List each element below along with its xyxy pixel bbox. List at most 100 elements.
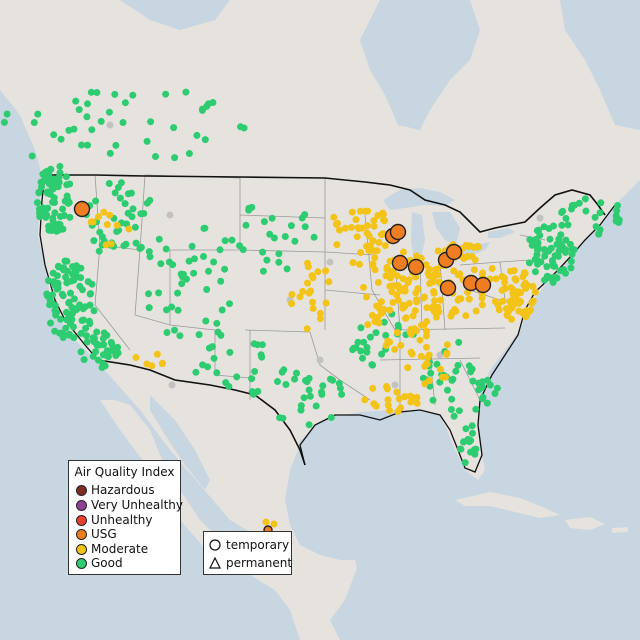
- moderate-marker: [148, 362, 156, 370]
- good-marker: [106, 347, 114, 355]
- good-marker: [201, 224, 209, 232]
- good-marker: [258, 341, 266, 349]
- good-marker: [100, 341, 108, 349]
- good-marker: [43, 290, 51, 298]
- moderate-marker: [531, 288, 539, 296]
- good-marker: [143, 137, 151, 145]
- moderate-marker: [423, 343, 430, 351]
- good-marker: [185, 257, 193, 265]
- good-marker: [213, 319, 221, 327]
- good-marker: [178, 280, 186, 288]
- moderate-marker: [488, 265, 496, 272]
- moderate-marker: [404, 364, 412, 372]
- moderate-marker: [322, 299, 330, 307]
- good-marker: [59, 205, 67, 213]
- good-marker: [531, 256, 539, 263]
- good-marker: [293, 369, 300, 377]
- good-marker: [335, 379, 343, 387]
- good-marker: [491, 390, 499, 397]
- good-marker: [103, 331, 111, 339]
- very-unhealthy-swatch-icon: [76, 499, 87, 511]
- good-marker: [380, 318, 388, 326]
- good-marker: [34, 199, 41, 207]
- good-marker: [44, 189, 51, 197]
- moderate-marker: [511, 300, 518, 308]
- good-marker: [457, 445, 465, 453]
- good-marker: [89, 352, 97, 360]
- good-marker: [129, 205, 137, 213]
- good-marker: [84, 141, 91, 149]
- good-marker: [121, 99, 129, 107]
- moderate-marker: [348, 208, 356, 216]
- good-marker: [543, 263, 551, 271]
- good-marker: [250, 390, 258, 398]
- moderate-marker: [423, 304, 431, 312]
- good-marker: [86, 320, 94, 328]
- good-marker: [547, 244, 555, 252]
- moderate-marker: [395, 395, 403, 403]
- good-marker: [45, 277, 52, 285]
- moderate-marker: [431, 297, 439, 305]
- good-marker: [233, 373, 241, 381]
- moderate-marker: [371, 318, 379, 326]
- good-marker: [582, 207, 590, 215]
- good-marker: [104, 353, 112, 361]
- good-marker: [259, 248, 267, 256]
- moderate-marker: [443, 350, 451, 358]
- good-marker: [478, 383, 486, 391]
- good-marker: [47, 319, 54, 327]
- good-marker: [162, 90, 170, 98]
- moderate-marker: [397, 341, 405, 349]
- good-marker: [483, 399, 491, 407]
- good-marker: [65, 298, 73, 306]
- good-marker: [270, 234, 278, 242]
- good-marker: [51, 221, 59, 229]
- moderate-marker: [361, 207, 369, 215]
- good-marker: [53, 227, 60, 235]
- moderate-marker: [456, 270, 464, 278]
- gulf-of-california: [150, 395, 210, 490]
- good-marker: [106, 149, 114, 157]
- good-marker: [378, 350, 386, 358]
- good-marker: [46, 301, 53, 309]
- good-marker: [70, 295, 78, 303]
- moderate-marker: [380, 216, 387, 224]
- good-marker: [185, 150, 193, 157]
- good-marker: [129, 91, 137, 99]
- moderate-marker: [361, 396, 369, 404]
- good-marker: [182, 88, 190, 96]
- good-marker: [240, 124, 248, 132]
- good-marker: [82, 324, 89, 332]
- moderate-marker: [529, 282, 537, 290]
- good-marker: [105, 108, 113, 116]
- good-marker: [116, 194, 124, 202]
- good-marker: [56, 221, 64, 229]
- moderate-marker: [299, 287, 307, 295]
- legend-item-unhealthy: Unhealthy: [76, 513, 152, 527]
- good-marker: [60, 264, 68, 272]
- legend-item-usg: USG: [76, 527, 117, 541]
- moderate-marker: [430, 289, 438, 297]
- good-marker: [305, 386, 313, 394]
- good-marker: [221, 237, 229, 245]
- good-marker: [178, 273, 186, 281]
- good-marker: [65, 126, 73, 134]
- good-swatch-icon: [76, 557, 87, 569]
- good-marker: [551, 252, 559, 260]
- moderate-marker: [519, 308, 527, 316]
- moderate-swatch-icon: [76, 543, 87, 555]
- good-marker: [72, 267, 80, 275]
- moderate-marker: [503, 305, 510, 313]
- good-marker: [147, 118, 155, 126]
- good-marker: [63, 257, 71, 265]
- moderate-marker: [472, 307, 480, 315]
- good-marker: [287, 222, 295, 230]
- good-marker: [210, 354, 218, 362]
- good-marker: [260, 218, 268, 226]
- moderate-marker: [383, 385, 391, 393]
- lake-ontario: [488, 228, 515, 238]
- moderate-marker: [388, 267, 396, 275]
- moderate-marker: [379, 210, 387, 218]
- moderate-marker: [368, 261, 376, 269]
- moderate-marker: [352, 216, 360, 224]
